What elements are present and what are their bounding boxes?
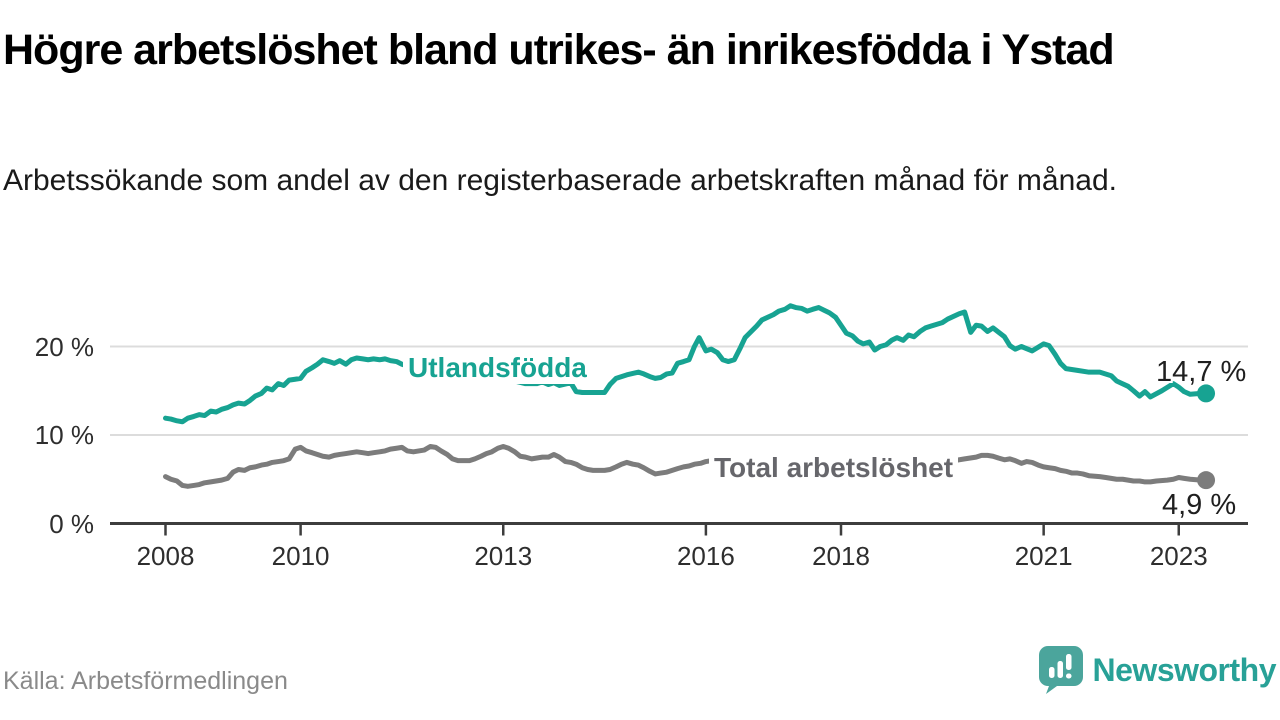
x-tick-label: 2021 — [1014, 541, 1073, 571]
source-note: Källa: Arbetsförmedlingen — [3, 667, 288, 695]
x-tick-label: 2010 — [271, 541, 330, 571]
series-label-utlandsfodda: Utlandsfödda — [403, 352, 592, 384]
newsworthy-speech-bubble-bar-chart-icon — [1038, 646, 1083, 694]
x-tick-label: 2013 — [474, 541, 533, 571]
series-label-total-arbetsloshet: Total arbetslöshet — [709, 452, 959, 484]
newsworthy-logo: Newsworthy — [1038, 645, 1277, 695]
chart-subtitle: Arbetssökande som andel av den registerb… — [3, 164, 1117, 197]
y-tick-label: 0 % — [49, 508, 94, 539]
newsworthy-wordmark: Newsworthy — [1092, 652, 1277, 688]
y-tick-label: 10 % — [34, 420, 94, 450]
x-tick-label: 2023 — [1149, 541, 1208, 571]
end-value-label-utlandsfodda: 14,7 % — [1156, 356, 1247, 388]
x-tick-label: 2018 — [812, 541, 870, 571]
page-title: Högre arbetslöshet bland utrikes- än inr… — [3, 26, 1115, 74]
x-tick-label: 2016 — [676, 541, 735, 571]
end-value-label-total-arbetsloshet: 4,9 % — [1162, 489, 1237, 521]
y-tick-label: 20 % — [34, 331, 94, 362]
x-tick-label: 2008 — [136, 541, 195, 571]
